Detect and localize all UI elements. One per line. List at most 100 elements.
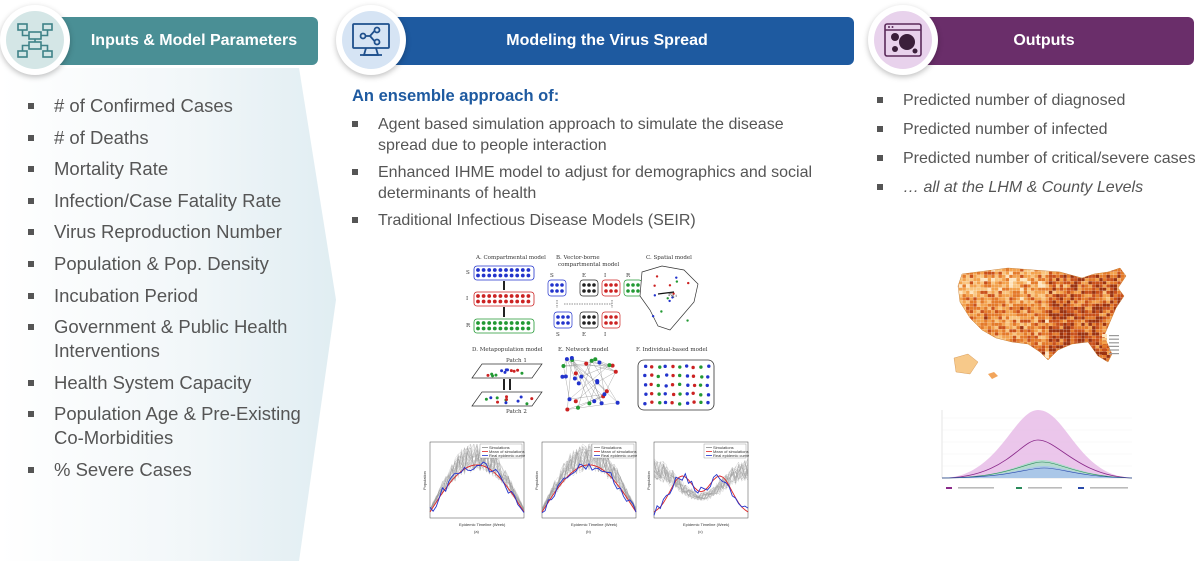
panel-e-label: E. Network model xyxy=(558,347,609,353)
patch-dot xyxy=(505,398,509,402)
county-cell xyxy=(1106,306,1111,311)
county-cell xyxy=(1034,357,1039,362)
county-cell xyxy=(1027,309,1032,314)
host-compartment-box xyxy=(623,279,643,297)
county-cell xyxy=(1128,358,1132,361)
network-edge xyxy=(567,396,604,410)
county-cell xyxy=(962,338,967,343)
county-cell xyxy=(1106,309,1111,314)
county-cell xyxy=(1074,262,1078,265)
county-cell xyxy=(1030,313,1035,317)
county-cell xyxy=(958,329,960,333)
map-legend-text-line xyxy=(1109,338,1119,340)
county-cell xyxy=(1106,329,1111,333)
county-cell xyxy=(1019,357,1024,362)
agent-dot xyxy=(609,315,613,319)
agent-dot xyxy=(526,321,531,325)
county-cell xyxy=(1059,309,1064,314)
county-cell xyxy=(1120,322,1125,327)
county-cell xyxy=(948,326,952,329)
county-cell xyxy=(1103,262,1107,265)
individual-dot xyxy=(649,382,653,387)
county-cell xyxy=(1106,274,1111,279)
county-cell xyxy=(976,303,981,308)
county-cell xyxy=(1066,274,1071,279)
county-cell xyxy=(965,274,970,279)
county-cell xyxy=(1120,335,1125,340)
host-compartment-box xyxy=(579,279,599,297)
individual-dot xyxy=(650,400,654,404)
county-cell xyxy=(1109,325,1114,330)
county-cell xyxy=(1081,297,1086,301)
county-cell xyxy=(952,262,956,265)
list-item: Predicted number of critical/severe case… xyxy=(877,148,1197,169)
simulation-run xyxy=(653,459,749,501)
county-cell xyxy=(1132,368,1136,371)
county-cell xyxy=(1084,357,1089,362)
county-cell xyxy=(948,329,952,332)
county-cell xyxy=(1005,354,1010,359)
county-cell xyxy=(973,313,978,317)
county-cell xyxy=(1041,357,1046,362)
map-legend-text-line xyxy=(1109,345,1119,347)
county-cell xyxy=(969,297,974,301)
county-cell xyxy=(1081,316,1086,320)
county-cell xyxy=(1045,277,1050,282)
agent-dot xyxy=(609,321,613,325)
county-cell xyxy=(1135,345,1139,348)
county-cell xyxy=(1009,368,1013,371)
agent-dot xyxy=(520,299,525,304)
county-cell xyxy=(1041,319,1046,324)
county-cell xyxy=(966,262,970,265)
county-cell xyxy=(991,325,996,330)
county-cell xyxy=(1109,316,1114,320)
county-cell xyxy=(1001,341,1006,346)
county-cell xyxy=(1019,361,1024,362)
county-cell xyxy=(1103,368,1107,371)
county-cell xyxy=(1095,329,1100,333)
county-cell xyxy=(1095,332,1100,336)
county-cell xyxy=(1009,277,1014,282)
sim-legend-entry: Real epidemic curve xyxy=(713,453,750,458)
county-cell xyxy=(1084,309,1089,314)
county-cell xyxy=(1102,361,1107,362)
individual-dot xyxy=(657,392,661,396)
county-cell xyxy=(970,262,974,265)
county-cell xyxy=(965,319,970,324)
individual-dot xyxy=(706,400,710,405)
county-cell xyxy=(1041,306,1046,311)
county-cell xyxy=(1045,303,1050,308)
county-cell xyxy=(1074,368,1078,371)
county-cell xyxy=(1045,332,1050,336)
county-cell xyxy=(980,268,985,269)
inputs-icon-circle xyxy=(0,5,70,75)
county-cell xyxy=(1135,265,1139,268)
county-cell xyxy=(1045,293,1050,298)
county-cell xyxy=(1109,293,1114,298)
network-node xyxy=(561,364,566,369)
patch-dot xyxy=(504,401,508,405)
county-cell xyxy=(1034,297,1039,301)
bullet xyxy=(28,197,34,204)
sim-panel-letter: (b) xyxy=(586,529,592,534)
list-item: Population & Pop. Density xyxy=(28,252,318,276)
county-cell xyxy=(1114,368,1118,371)
county-cell xyxy=(1081,325,1086,330)
agent-dot xyxy=(515,326,520,331)
county-cell xyxy=(1132,358,1136,361)
county-cell xyxy=(1099,268,1104,272)
county-cell xyxy=(1091,274,1096,279)
county-cell xyxy=(1016,325,1021,330)
county-cell xyxy=(1048,281,1053,285)
agent-dot xyxy=(604,283,608,287)
county-cell xyxy=(1030,351,1035,356)
county-cell xyxy=(1019,290,1024,295)
patch-dot xyxy=(519,395,523,399)
county-cell xyxy=(1066,361,1071,362)
individual-dot xyxy=(644,392,648,396)
county-cell xyxy=(1037,309,1042,314)
county-cell xyxy=(1059,303,1064,308)
county-cell xyxy=(969,351,974,356)
county-cell xyxy=(1132,316,1136,319)
county-cell xyxy=(1132,323,1136,326)
